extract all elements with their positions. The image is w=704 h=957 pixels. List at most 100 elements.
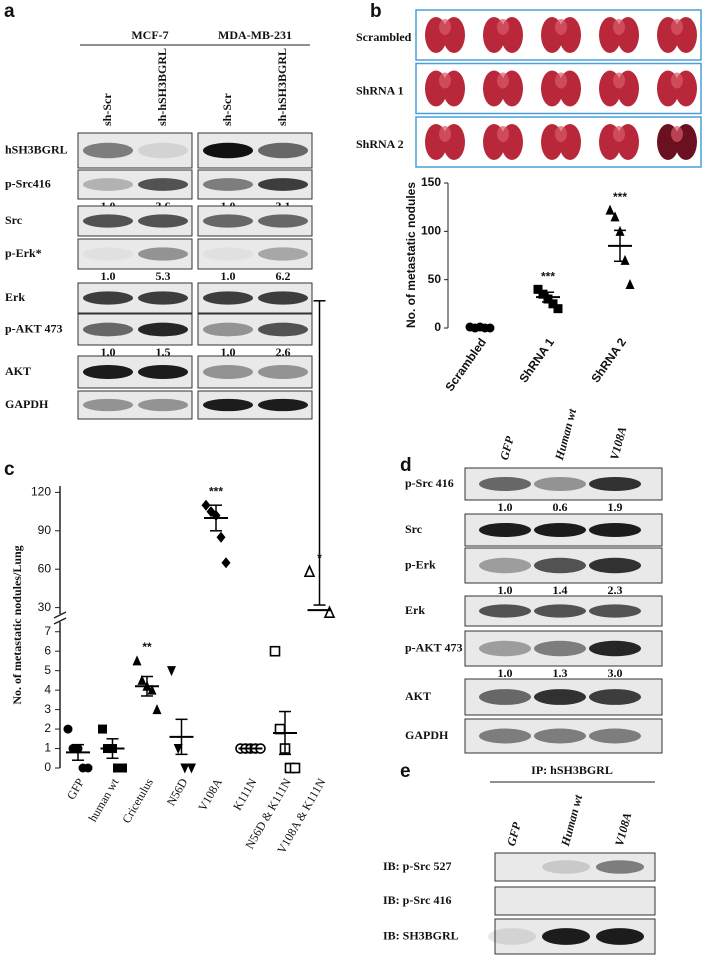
quantification: 1.0 [498, 666, 513, 680]
data-point [610, 211, 620, 222]
significance: *** [613, 190, 627, 204]
band [258, 178, 308, 191]
band [258, 291, 308, 305]
band [203, 247, 253, 261]
data-point [620, 254, 630, 265]
panel-label: b [370, 1, 382, 22]
lane-label: V108A [607, 425, 629, 461]
x-tick-label: Scrambled [442, 336, 489, 394]
panel-label: d [400, 455, 412, 476]
row-label: Src [405, 522, 423, 536]
band [488, 928, 536, 945]
lung [439, 19, 451, 35]
band [596, 860, 644, 874]
row-label: GAPDH [405, 728, 449, 742]
lane-label: GFP [504, 820, 524, 847]
band [479, 728, 531, 744]
band [83, 142, 133, 159]
data-point [216, 531, 226, 543]
band [203, 142, 253, 159]
band [534, 522, 586, 538]
data-point [137, 674, 147, 685]
y-tick-label: 4 [44, 682, 51, 696]
y-tick-label: 5 [44, 663, 51, 677]
ip-title: IP: hSH3BGRL [531, 763, 613, 777]
band [138, 178, 188, 191]
row-label: p-AKT 473 [5, 321, 62, 335]
quantification: 1.5 [156, 345, 171, 359]
x-tick-label: N56D [164, 776, 191, 809]
row-label: p-Src 416 [405, 476, 454, 490]
data-point [63, 724, 73, 734]
y-tick-label: 90 [38, 523, 52, 537]
data-point [201, 499, 211, 511]
band [479, 522, 531, 538]
band [534, 640, 586, 657]
x-tick-label: Cricetulus [119, 776, 156, 826]
data-point [132, 655, 142, 666]
x-tick-label: ShRNA 1 [516, 335, 557, 385]
group-label: Scrambled [356, 30, 412, 44]
row-label: p-Erk* [5, 246, 42, 260]
lane-label: GFP [497, 434, 517, 461]
data-point [548, 299, 558, 309]
blot [77, 238, 193, 270]
row-label: Src [5, 213, 23, 227]
x-tick-label: human wt [86, 775, 122, 824]
data-point [118, 763, 127, 773]
y-tick-label: 7 [44, 624, 51, 638]
lane-label: sh-hSH3BGRL [155, 48, 169, 126]
lung [555, 72, 567, 89]
blot [197, 238, 313, 270]
lung [497, 72, 509, 89]
x-tick-label: ShRNA 2 [588, 335, 629, 385]
band [258, 214, 308, 228]
y-tick-label: 1 [44, 741, 51, 755]
axis-break [53, 617, 67, 625]
cell-line: MDA-MB-231 [218, 28, 292, 42]
band [203, 214, 253, 228]
significance: *** [541, 270, 555, 284]
quantification: 1.0 [221, 345, 236, 359]
band [138, 247, 188, 261]
band [138, 322, 188, 337]
band [83, 398, 133, 412]
data-point [180, 763, 190, 774]
data-point [605, 204, 615, 215]
band [258, 322, 308, 337]
data-point [289, 762, 301, 774]
lane-label: Human wt [552, 407, 580, 463]
band [534, 604, 586, 618]
y-tick-label: 50 [428, 272, 442, 286]
data-point [533, 284, 543, 294]
quantification: 1.3 [553, 666, 568, 680]
lung [671, 72, 683, 89]
quantification: 1.0 [498, 500, 513, 514]
data-point [113, 763, 122, 773]
lung [497, 126, 509, 142]
significance: * [317, 551, 322, 565]
band [589, 604, 641, 618]
row-label: p-Erk [405, 557, 436, 571]
band [83, 322, 133, 337]
band [589, 522, 641, 538]
lung [555, 126, 567, 142]
quantification: 1.0 [498, 583, 513, 597]
row-label: IB: p-Src 416 [383, 893, 451, 907]
row-label: Erk [5, 290, 25, 304]
band [258, 398, 308, 412]
panel-label: a [4, 1, 15, 22]
y-tick-label: 30 [38, 600, 52, 614]
band [479, 604, 531, 618]
quantification: 6.2 [276, 269, 291, 283]
y-tick-label: 120 [31, 485, 51, 499]
y-tick-label: 0 [434, 320, 441, 334]
band [203, 178, 253, 191]
band [534, 476, 586, 492]
lung [439, 126, 451, 142]
data-point [323, 605, 336, 619]
lane-label: sh-Scr [220, 93, 234, 126]
band [479, 476, 531, 492]
lung [555, 19, 567, 35]
